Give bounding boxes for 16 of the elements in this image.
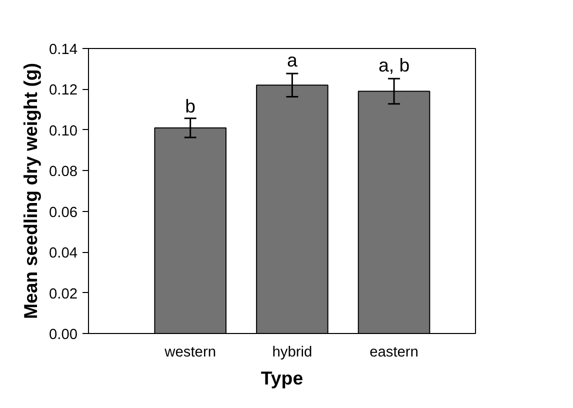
x-tick-label: hybrid (272, 344, 312, 360)
y-tick-label: 0.02 (48, 286, 78, 302)
y-tick-label: 0.04 (48, 246, 78, 262)
y-tick-label: 0.14 (48, 42, 78, 58)
x-tick-label: western (164, 344, 216, 360)
annotation: a (286, 50, 298, 71)
y-tick-label: 0.12 (48, 82, 78, 99)
y-tick-label: 0.00 (48, 327, 78, 343)
y-tick-label: 0.06 (48, 204, 78, 221)
y-tick-label: 0.10 (48, 123, 78, 140)
annotation: b (185, 96, 196, 117)
x-tick-label: eastern (370, 344, 418, 360)
x-axis-title: Type (260, 368, 304, 388)
y-axis-title: Mean seedling dry weight (g) (20, 62, 41, 320)
y-tick-label: 0.08 (48, 164, 78, 180)
annotation: a, b (378, 54, 410, 76)
